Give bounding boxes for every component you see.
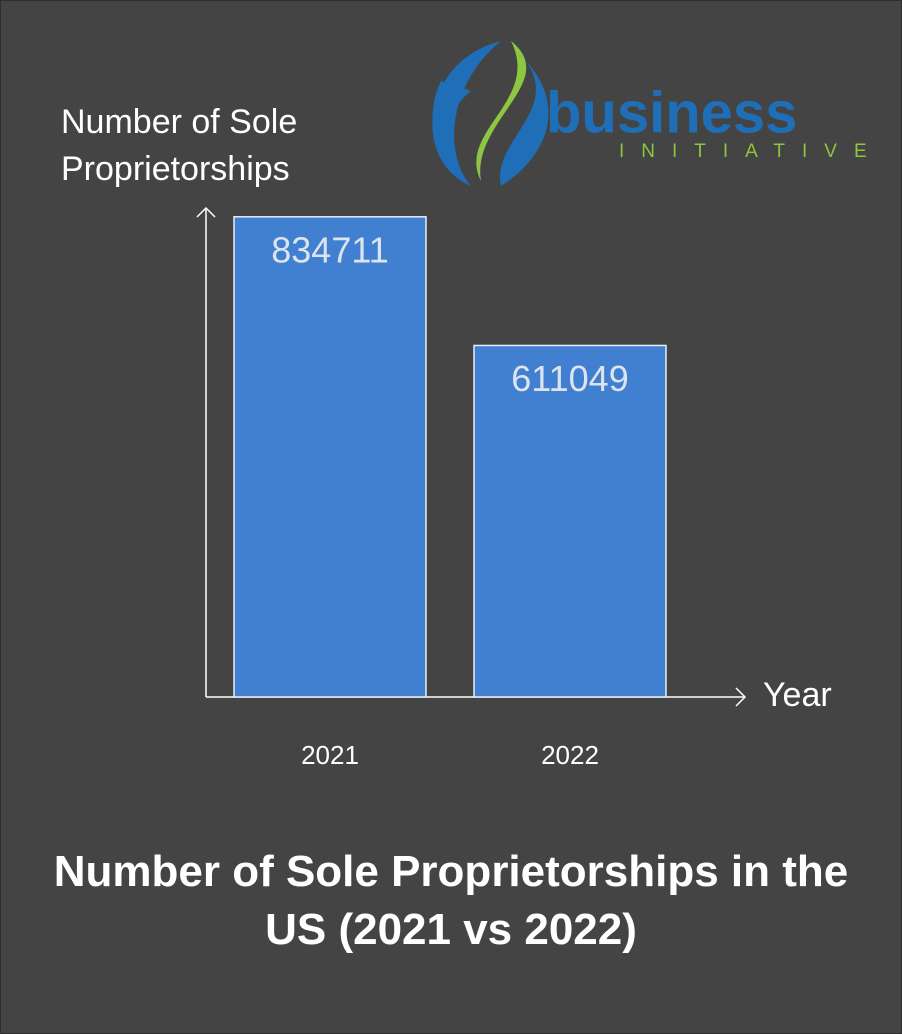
x-axis-arrow bbox=[735, 687, 747, 707]
x-tick-label: 2022 bbox=[541, 740, 599, 770]
value-label: 834711 bbox=[271, 229, 388, 270]
x-axis-label: Year bbox=[763, 676, 832, 714]
logo-name: business bbox=[546, 80, 797, 145]
y-axis-label: Number of Sole Proprietorships bbox=[61, 103, 298, 188]
logo-icon bbox=[432, 41, 549, 186]
bar bbox=[473, 344, 667, 698]
value-label: 611049 bbox=[511, 358, 628, 399]
bar bbox=[233, 216, 427, 698]
y-axis-arrow bbox=[196, 206, 216, 218]
logo-tagline: INITIATIVE bbox=[619, 141, 884, 162]
chart-title: Number of Sole Proprietorships in the US… bbox=[53, 847, 849, 954]
x-tick-label: 2021 bbox=[301, 740, 359, 770]
